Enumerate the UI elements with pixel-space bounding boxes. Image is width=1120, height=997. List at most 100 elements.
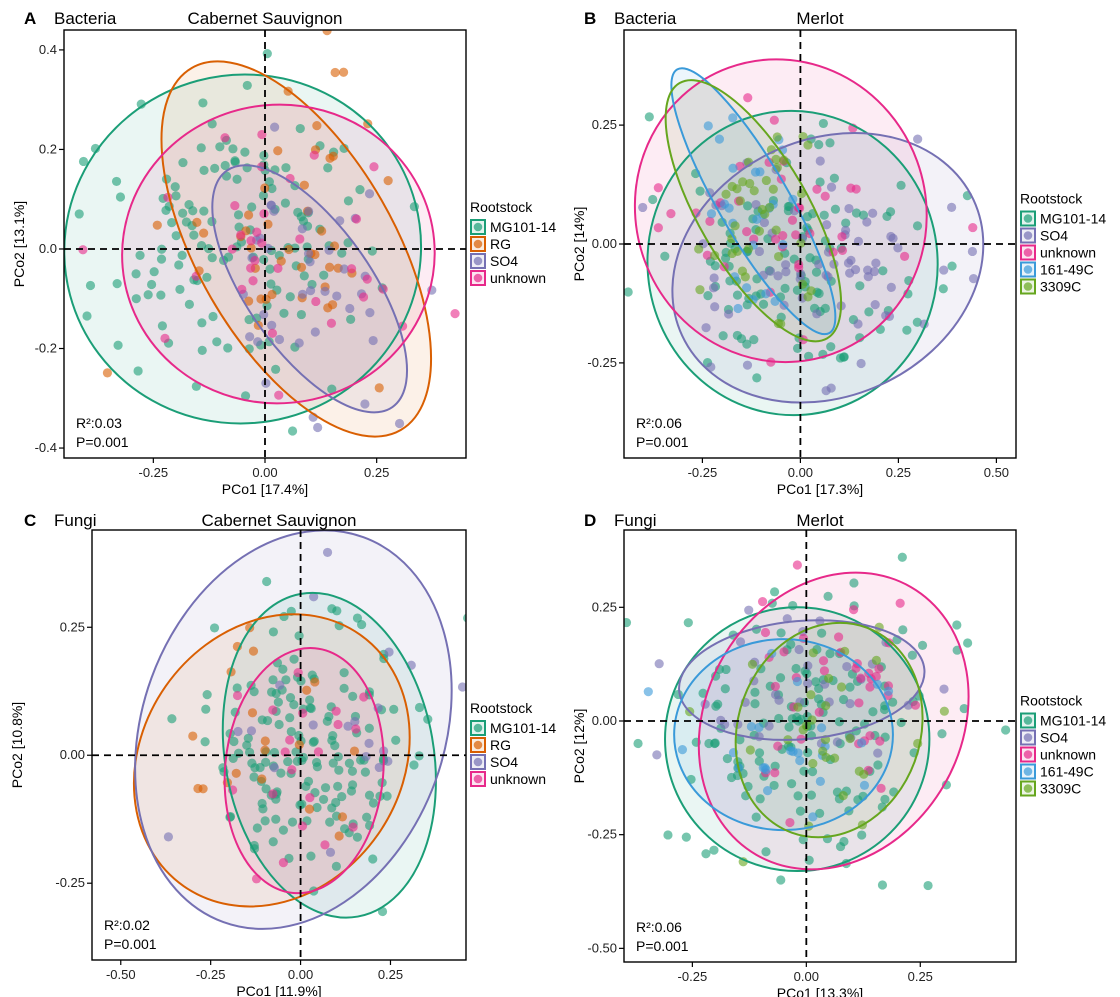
point-MG101-14 xyxy=(196,240,207,251)
point-MG101-14 xyxy=(795,806,806,816)
legend-label: unknown xyxy=(490,771,546,787)
point-MG101-14 xyxy=(146,279,157,290)
panel-d: D Fungi Merlot -0.25 0.00 0.25 -0.50 -0.25 0.00 0… xyxy=(560,502,1120,997)
kingdom-label: Fungi xyxy=(614,511,657,530)
point-MG101-14 xyxy=(167,714,177,724)
point-3309C xyxy=(737,266,748,276)
point-MG101-14 xyxy=(720,684,730,694)
point-RG xyxy=(296,262,307,272)
legend-dot-RG xyxy=(473,239,483,249)
cultivar-label: Merlot xyxy=(796,9,844,28)
point-3309C xyxy=(871,655,882,665)
point-MG101-14 xyxy=(721,664,731,675)
point-161-49C xyxy=(714,134,725,144)
cultivar-label: Cabernet Sauvignon xyxy=(201,511,356,530)
point-MG101-14 xyxy=(280,198,291,208)
point-SO4 xyxy=(968,273,979,284)
point-SO4 xyxy=(781,260,791,270)
point-MG101-14 xyxy=(752,373,762,383)
point-MG101-14 xyxy=(156,290,166,300)
point-MG101-14 xyxy=(896,717,906,728)
point-SO4 xyxy=(868,208,878,218)
point-unknown xyxy=(268,705,278,715)
x-axis-label: PCo1 [17.3%] xyxy=(777,481,863,497)
point-MG101-14 xyxy=(243,733,253,743)
point-unknown xyxy=(348,822,358,832)
x-tick-label: -0.50 xyxy=(106,967,136,982)
point-MG101-14 xyxy=(947,261,957,271)
point-161-49C xyxy=(792,676,803,687)
point-SO4 xyxy=(939,684,949,694)
point-unknown xyxy=(351,724,361,734)
chart-svg: B Bacteria Merlot -0.25 0.00 0.25 0.50 -0.25 0.0… xyxy=(571,9,1106,497)
x-tick-label: 0.25 xyxy=(886,465,911,480)
point-MG101-14 xyxy=(287,426,298,436)
ellipse-SO4 xyxy=(134,530,453,930)
ellipse-3309C xyxy=(734,621,924,839)
point-MG101-14 xyxy=(240,147,250,157)
point-3309C xyxy=(730,221,740,231)
point-MG101-14 xyxy=(82,311,92,321)
point-RG xyxy=(199,228,209,238)
point-MG101-14 xyxy=(113,340,123,350)
legend-label: 3309C xyxy=(1040,781,1081,797)
x-tick-label: 0.00 xyxy=(794,969,819,984)
point-SO4 xyxy=(794,644,804,655)
point-MG101-14 xyxy=(305,695,315,705)
point-unknown xyxy=(865,682,875,692)
point-MG101-14 xyxy=(1001,725,1011,735)
legend-dot-unknown xyxy=(1023,750,1033,759)
point-unknown xyxy=(369,162,379,172)
legend-dot-unknown xyxy=(473,273,483,283)
point-MG101-14 xyxy=(257,715,267,725)
point-MG101-14 xyxy=(841,218,851,228)
point-MG101-14 xyxy=(184,299,194,309)
point-MG101-14 xyxy=(343,196,354,206)
y-tick-label: 0.2 xyxy=(39,141,57,156)
point-MG101-14 xyxy=(232,683,242,693)
point-MG101-14 xyxy=(880,794,890,804)
ellipse-MG101-14 xyxy=(646,109,939,417)
point-SO4 xyxy=(869,266,879,277)
point-MG101-14 xyxy=(644,112,654,122)
point-MG101-14 xyxy=(851,208,862,218)
legend-title: Rootstock xyxy=(470,700,533,716)
point-SO4 xyxy=(845,699,855,709)
point-SO4 xyxy=(701,323,711,333)
panel-letter: C xyxy=(24,511,36,530)
point-MG101-14 xyxy=(181,217,192,227)
point-3309C xyxy=(743,244,754,254)
point-MG101-14 xyxy=(271,688,281,699)
point-SO4 xyxy=(815,156,825,166)
point-MG101-14 xyxy=(807,767,818,777)
point-SO4 xyxy=(269,763,279,773)
y-tick-label: -0.25 xyxy=(55,875,85,890)
point-MG101-14 xyxy=(285,692,296,703)
point-161-49C xyxy=(857,738,867,748)
point-MG101-14 xyxy=(769,780,779,791)
stat-r2: R²:0.06 xyxy=(636,415,682,431)
point-161-49C xyxy=(793,748,803,758)
point-SO4 xyxy=(274,334,285,345)
point-SO4 xyxy=(308,720,318,730)
legend-label: RG xyxy=(490,737,511,753)
point-MG101-14 xyxy=(111,176,122,187)
point-SO4 xyxy=(913,134,923,144)
point-3309C xyxy=(694,244,704,254)
point-3309C xyxy=(765,202,775,212)
point-SO4 xyxy=(305,286,316,296)
point-SO4 xyxy=(638,202,648,213)
point-unknown xyxy=(900,251,910,261)
point-MG101-14 xyxy=(156,254,167,264)
point-MG101-14 xyxy=(368,798,379,808)
kingdom-label: Bacteria xyxy=(614,9,677,28)
point-RG xyxy=(383,176,393,186)
point-MG101-14 xyxy=(234,222,244,232)
point-SO4 xyxy=(350,716,360,727)
point-SO4 xyxy=(720,719,730,729)
point-MG101-14 xyxy=(143,290,153,300)
point-MG101-14 xyxy=(711,701,721,711)
point-MG101-14 xyxy=(802,212,813,222)
point-161-49C xyxy=(761,289,771,299)
point-161-49C xyxy=(706,209,717,219)
